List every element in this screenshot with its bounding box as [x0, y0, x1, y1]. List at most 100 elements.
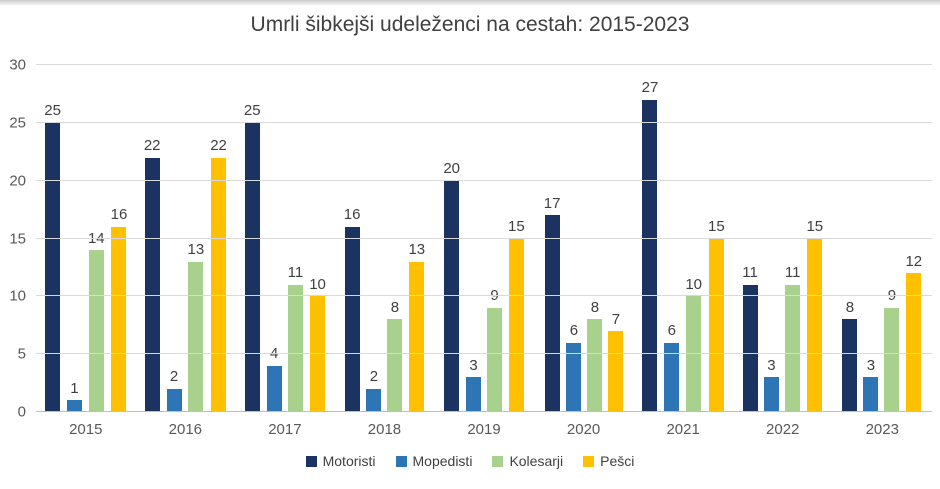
bar-value-label: 2	[169, 368, 179, 386]
bar-kolesarji	[686, 296, 702, 412]
bar-mopedisti	[266, 365, 282, 412]
bar-group: 25 1 14 16	[36, 65, 136, 412]
legend-label: Mopedisti	[412, 453, 473, 469]
bar-pešci	[310, 296, 326, 412]
legend-label: Pešci	[600, 453, 635, 469]
bar-group: 11 3 11 15	[733, 65, 833, 412]
bar-column: 8	[587, 65, 603, 412]
bar-column: 17	[543, 65, 561, 412]
bar-motoristi	[144, 157, 160, 412]
bar-pešci	[508, 238, 524, 412]
bar-column: 1	[66, 65, 82, 412]
bar-column: 16	[343, 65, 361, 412]
bar-kolesarji	[387, 319, 403, 412]
legend-swatch-icon	[492, 455, 504, 467]
y-tick-label: 20	[9, 172, 26, 190]
bar-motoristi	[642, 99, 658, 412]
bar-group: 17 6 8 7	[534, 65, 634, 412]
bar-column: 9	[487, 65, 503, 412]
bar-group: 22 2 13 22	[136, 65, 236, 412]
bar-column: 2	[166, 65, 182, 412]
bar-value-label: 6	[667, 322, 676, 340]
bar-value-label: 1	[70, 379, 79, 397]
bar-column: 22	[144, 65, 161, 412]
bar-column: 4	[266, 65, 282, 412]
y-tick-label: 5	[17, 345, 26, 363]
bar-value-label: 16	[110, 206, 128, 224]
bar-kolesarji	[587, 319, 603, 412]
bar-value-label: 22	[143, 137, 161, 155]
legend-swatch-icon	[305, 455, 317, 467]
x-axis-labels: 2015 2016 2017 2018 2019 2020 2021 2022 2023	[36, 421, 932, 438]
y-tick-label: 15	[9, 230, 26, 247]
bar-pešci	[608, 331, 624, 412]
bar-value-label: 16	[343, 206, 361, 224]
bar-column: 15	[508, 65, 525, 412]
bar-column: 6	[664, 65, 680, 412]
gridline	[36, 64, 932, 65]
legend-item: Motoristi	[305, 453, 376, 469]
gridline	[36, 121, 932, 123]
bar-value-label: 13	[408, 241, 426, 259]
bar-set: 27 6 10 15	[642, 65, 725, 412]
bar-value-label: 9	[490, 288, 498, 305]
bar-column: 20	[443, 65, 460, 412]
bar-column: 11	[287, 65, 304, 412]
bar-column: 27	[642, 65, 658, 412]
bar-set: 11 3 11 15	[742, 65, 823, 412]
bar-motoristi	[544, 215, 560, 412]
bar-value-label: 17	[543, 194, 561, 212]
bar-set: 22 2 13 22	[144, 65, 227, 412]
bar-value-label: 8	[845, 298, 855, 316]
bar-group: 25 4 11 10	[235, 65, 335, 412]
bar-column: 11	[784, 65, 801, 412]
x-tick-label: 2015	[69, 421, 103, 438]
bar-value-label: 7	[611, 310, 621, 328]
bar-value-label: 14	[87, 229, 105, 247]
bar-column: 13	[188, 65, 204, 412]
bar-column: 16	[110, 65, 128, 412]
bar-column: 3	[466, 65, 482, 412]
bar-group: 8 3 9 12	[833, 65, 933, 412]
bar-value-label: 12	[905, 252, 923, 270]
bar-groups: 2511416222132225411101628132039151768727…	[36, 65, 932, 412]
bar-motoristi	[45, 122, 61, 412]
bar-column: 13	[408, 65, 425, 412]
bar-kolesarji	[188, 261, 204, 412]
bar-value-label: 25	[44, 102, 61, 120]
bar-value-label: 3	[866, 356, 876, 374]
bar-set: 20 3 9 15	[443, 65, 525, 412]
bar-set: 25 1 14 16	[44, 65, 127, 412]
bar-kolesarji	[287, 284, 303, 412]
bar-value-label: 3	[767, 356, 776, 374]
y-tick-label: 10	[9, 287, 26, 305]
bar-column: 8	[387, 65, 403, 412]
bar-kolesarji	[487, 307, 503, 412]
bar-value-label: 25	[243, 102, 261, 120]
x-tick-label: 2021	[666, 421, 700, 438]
x-tick-label: 2020	[566, 421, 601, 438]
bar-value-label: 15	[806, 218, 824, 235]
bar-mopedisti	[466, 377, 482, 412]
bar-set: 17 6 8 7	[544, 65, 624, 412]
bar-motoristi	[344, 226, 360, 412]
legend-item: Kolesarji	[492, 453, 563, 469]
bar-column: 2	[366, 65, 382, 412]
bar-column: 10	[309, 65, 326, 412]
bar-mopedisti	[566, 342, 582, 412]
bar-set: 25 4 11 10	[244, 65, 326, 412]
y-tick-label: 0	[17, 403, 26, 421]
bar-column: 25	[244, 65, 261, 412]
bar-column: 3	[863, 65, 879, 412]
bar-column: 9	[884, 65, 900, 412]
bar-group: 20 3 9 15	[434, 65, 534, 412]
bar-column: 8	[842, 65, 858, 412]
bar-column: 14	[88, 65, 105, 412]
bar-value-label: 11	[287, 264, 304, 282]
bar-value-label: 2	[369, 368, 379, 386]
bar-column: 3	[763, 65, 779, 412]
bar-value-label: 11	[784, 264, 801, 282]
bar-value-label: 3	[469, 356, 478, 374]
gridline	[36, 353, 932, 355]
bar-column: 10	[685, 65, 702, 412]
